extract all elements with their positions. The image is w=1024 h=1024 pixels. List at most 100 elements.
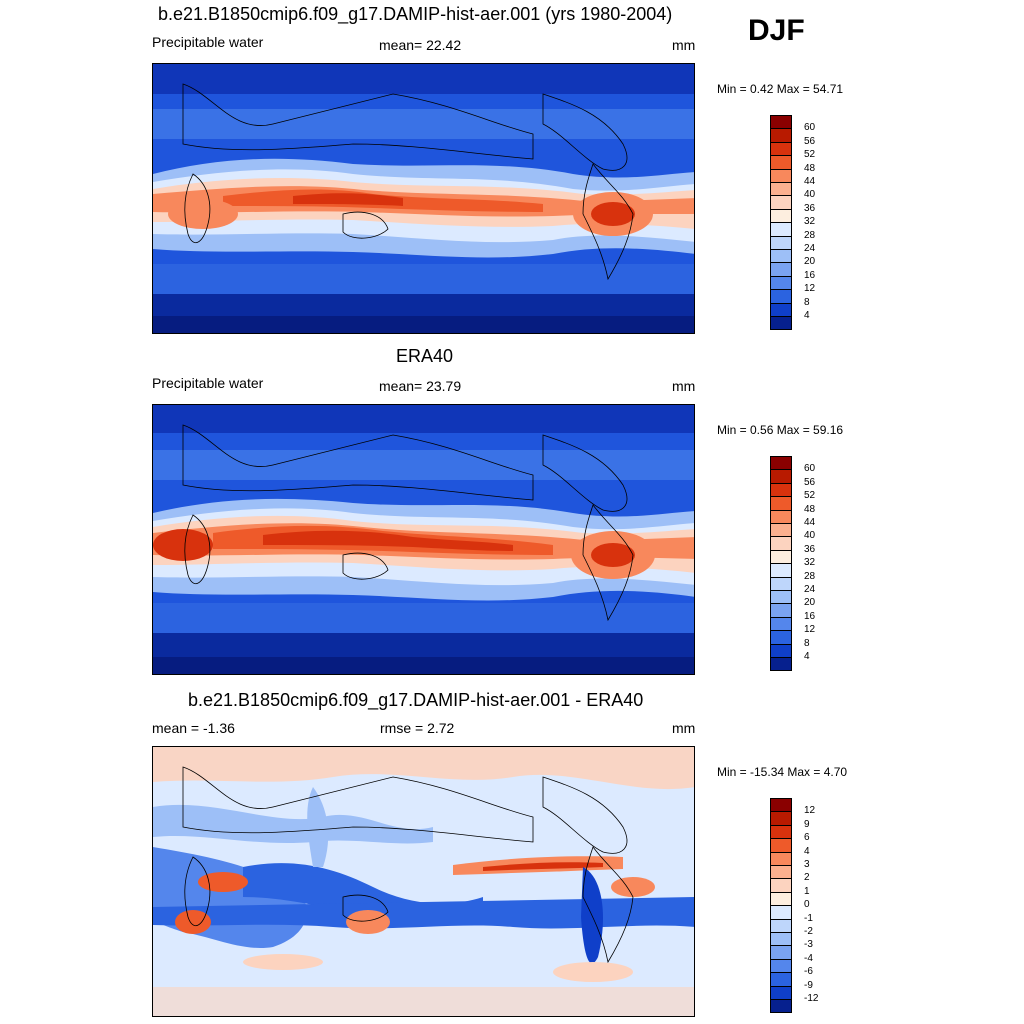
panel3-minmax-label: Min = -15.34 Max = 4.70 bbox=[717, 765, 848, 779]
colorbar-swatch bbox=[770, 590, 792, 604]
colorbar-tick-label: 24 bbox=[804, 243, 816, 254]
panel1-mean-label: mean= 22.42 bbox=[379, 37, 462, 53]
colorbar-swatch bbox=[770, 168, 792, 183]
colorbar-swatch bbox=[770, 958, 792, 973]
colorbar-swatch bbox=[770, 523, 792, 537]
colorbar-tick-label: 44 bbox=[804, 517, 816, 528]
colorbar-tick-label: 28 bbox=[804, 570, 816, 582]
colorbar-tick-label: 44 bbox=[804, 176, 816, 187]
colorbar-swatch bbox=[770, 798, 792, 812]
colorbar-tick-label: 48 bbox=[804, 503, 816, 515]
colorbar-tick-label: 0 bbox=[804, 899, 810, 911]
colorbar-swatch bbox=[770, 302, 792, 317]
colorbar-tick-label: 12 bbox=[804, 283, 816, 295]
colorbar-tick-label: 40 bbox=[804, 530, 816, 542]
colorbar-swatch bbox=[770, 918, 792, 933]
colorbar-swatch bbox=[770, 195, 792, 210]
colorbar-swatch bbox=[770, 603, 792, 618]
panel2-map bbox=[152, 404, 695, 675]
colorbar-swatch bbox=[770, 643, 792, 658]
colorbar-tick-label: 52 bbox=[804, 149, 816, 161]
colorbar-tick-label: 4 bbox=[804, 310, 810, 321]
colorbar-swatch bbox=[770, 616, 792, 631]
colorbar-tick-label: -12 bbox=[804, 993, 819, 1004]
colorbar-swatch bbox=[770, 482, 792, 497]
colorbar-swatch bbox=[770, 549, 792, 564]
colorbar-tick-label: 60 bbox=[804, 122, 816, 134]
colorbar-tick-label: 32 bbox=[804, 557, 816, 569]
panel1-minmax-label: Min = 0.42 Max = 54.71 bbox=[717, 82, 844, 96]
colorbar-tick-label: 1 bbox=[804, 885, 810, 897]
colorbar-tick-label: -9 bbox=[804, 979, 813, 991]
colorbar-tick-label: 12 bbox=[804, 805, 816, 817]
colorbar-tick-label: 24 bbox=[804, 584, 816, 595]
colorbar-swatch bbox=[770, 262, 792, 277]
colorbar-tick-label: 9 bbox=[804, 818, 810, 830]
colorbar-swatch bbox=[770, 182, 792, 196]
colorbar-swatch bbox=[770, 972, 792, 987]
colorbar-tick-label: 8 bbox=[804, 296, 810, 308]
panel3-units-label: mm bbox=[672, 720, 696, 736]
colorbar-swatch bbox=[770, 115, 792, 129]
colorbar-swatch bbox=[770, 932, 792, 946]
colorbar-swatch bbox=[770, 249, 792, 263]
panel3-map-field bbox=[153, 747, 694, 1016]
colorbar-tick-label: 60 bbox=[804, 463, 816, 475]
season-label: DJF bbox=[748, 14, 805, 47]
colorbar-swatch bbox=[770, 509, 792, 524]
colorbar-swatch bbox=[770, 905, 792, 920]
colorbar-swatch bbox=[770, 838, 792, 853]
colorbar-swatch bbox=[770, 945, 792, 960]
colorbar-swatch bbox=[770, 469, 792, 484]
colorbar-tick-label: 3 bbox=[804, 859, 810, 870]
colorbar-swatch bbox=[770, 536, 792, 551]
colorbar-swatch bbox=[770, 289, 792, 304]
colorbar-swatch bbox=[770, 811, 792, 826]
colorbar-tick-label: 36 bbox=[804, 202, 816, 214]
panel2-map-field bbox=[153, 405, 694, 674]
colorbar-tick-label: -1 bbox=[804, 912, 813, 924]
colorbar-tick-label: 56 bbox=[804, 135, 816, 147]
panel2-minmax-label: Min = 0.56 Max = 59.16 bbox=[717, 423, 844, 437]
colorbar-tick-label: 32 bbox=[804, 216, 816, 228]
colorbar-swatch bbox=[770, 824, 792, 839]
panel1-units-label: mm bbox=[672, 37, 696, 53]
colorbar-swatch bbox=[770, 155, 792, 170]
colorbar-tick-label: 56 bbox=[804, 476, 816, 488]
panel1-map bbox=[152, 63, 695, 334]
colorbar-tick-label: 40 bbox=[804, 189, 816, 201]
colorbar-tick-label: -3 bbox=[804, 939, 813, 951]
colorbar-tick-label: 16 bbox=[804, 269, 816, 281]
panel2-variable-label: Precipitable water bbox=[152, 375, 264, 391]
colorbar-tick-label: 4 bbox=[804, 651, 810, 662]
colorbar-swatch bbox=[770, 985, 792, 1000]
colorbar-tick-label: 8 bbox=[804, 637, 810, 649]
colorbar-swatch bbox=[770, 576, 792, 591]
panel3-mean-label: mean = -1.36 bbox=[152, 720, 235, 736]
colorbar-tick-label: 2 bbox=[804, 872, 810, 884]
colorbar-tick-label: 4 bbox=[804, 845, 810, 857]
panel2-title: ERA40 bbox=[396, 346, 454, 366]
colorbar-swatch bbox=[770, 891, 792, 906]
colorbar-swatch bbox=[770, 999, 792, 1013]
colorbar-swatch bbox=[770, 456, 792, 470]
colorbar-swatch bbox=[770, 496, 792, 511]
colorbar-tick-label: 6 bbox=[804, 832, 810, 844]
colorbar-tick-label: 36 bbox=[804, 543, 816, 555]
colorbar-swatch bbox=[770, 235, 792, 250]
colorbar-tick-label: 48 bbox=[804, 162, 816, 174]
colorbar-swatch bbox=[770, 208, 792, 223]
colorbar-swatch bbox=[770, 128, 792, 143]
panel3-rmse-label: rmse = 2.72 bbox=[380, 720, 455, 736]
colorbar-tick-label: 20 bbox=[804, 256, 816, 268]
colorbar-swatch bbox=[770, 865, 792, 879]
colorbar-tick-label: 52 bbox=[804, 490, 816, 502]
panel1-title: b.e21.B1850cmip6.f09_g17.DAMIP-hist-aer.… bbox=[158, 4, 673, 24]
colorbar-swatch bbox=[770, 657, 792, 671]
panel2-mean-label: mean= 23.79 bbox=[379, 378, 462, 394]
panel2-units-label: mm bbox=[672, 378, 696, 394]
panel3-title: b.e21.B1850cmip6.f09_g17.DAMIP-hist-aer.… bbox=[188, 690, 644, 710]
colorbar-swatch bbox=[770, 851, 792, 866]
colorbar-swatch bbox=[770, 878, 792, 893]
colorbar-tick-label: -6 bbox=[804, 966, 813, 978]
